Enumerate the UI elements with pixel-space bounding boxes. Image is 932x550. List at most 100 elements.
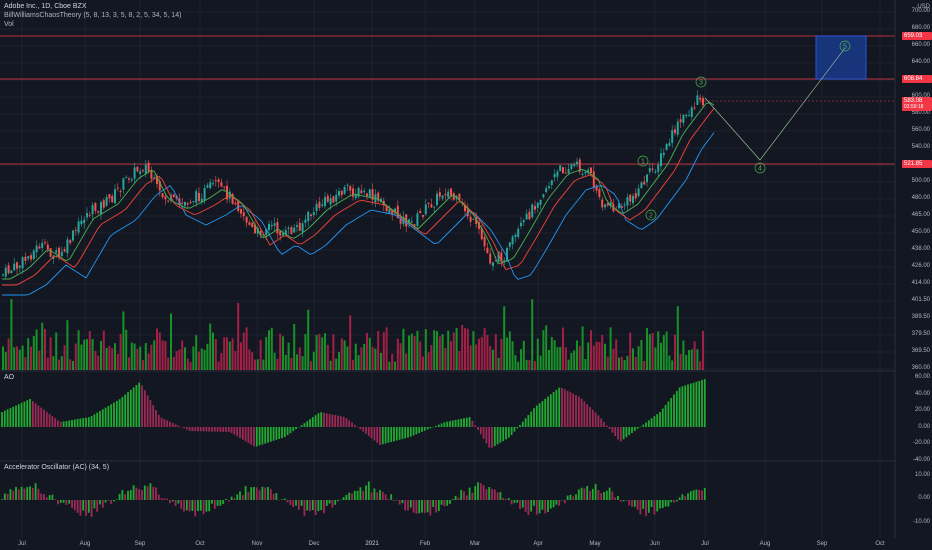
ac-bar xyxy=(258,490,261,500)
ao-bar xyxy=(460,418,463,427)
volume-bar xyxy=(279,333,282,370)
ac-bar xyxy=(65,500,68,505)
candle-body xyxy=(332,196,335,203)
ao-bar xyxy=(177,425,180,427)
volume-bar xyxy=(226,337,228,370)
ao-bar xyxy=(499,427,502,443)
ac-bar xyxy=(468,487,471,500)
volume-bar xyxy=(618,357,620,370)
candle-body xyxy=(346,184,349,186)
volume-bar xyxy=(539,355,542,370)
ao-bar xyxy=(101,409,104,427)
candle-body xyxy=(102,200,105,208)
ao-bar xyxy=(68,420,71,427)
ac-bar xyxy=(135,487,138,500)
volume-legend[interactable]: Vol xyxy=(4,21,14,28)
ao-bar xyxy=(85,417,87,427)
volume-bar xyxy=(214,339,217,370)
ao-bar xyxy=(393,427,395,442)
volume-bar xyxy=(164,341,167,370)
ac-bar xyxy=(678,497,681,500)
ao-bar xyxy=(236,427,239,437)
ao-bar xyxy=(505,427,507,440)
volume-bar xyxy=(634,356,637,370)
volume-bar xyxy=(556,347,559,370)
ao-bar xyxy=(3,410,6,427)
indicator-legend[interactable]: BillWilliamsChaosTheory (5, 8, 13, 3, 5,… xyxy=(4,12,182,19)
ac-bar xyxy=(446,500,449,506)
candle-body xyxy=(413,224,416,226)
candle-body xyxy=(251,222,254,228)
ac-bar xyxy=(443,500,446,507)
ao-bar xyxy=(157,414,160,427)
ac-bar xyxy=(575,494,577,500)
wave-label: 4 xyxy=(758,166,762,173)
ao-bar xyxy=(258,427,261,446)
volume-bar xyxy=(270,327,273,370)
candle-body xyxy=(601,199,604,208)
candle-body xyxy=(144,164,147,174)
volume-bar xyxy=(58,359,60,370)
ao-bar xyxy=(303,423,306,427)
volume-bar xyxy=(380,352,382,370)
candle-body xyxy=(7,265,10,274)
time-tick: Feb xyxy=(419,541,431,547)
ao-bar xyxy=(339,416,342,427)
volume-bar xyxy=(287,342,290,370)
volume-bar xyxy=(654,347,657,370)
ac-bar xyxy=(26,487,29,500)
ao-bar xyxy=(325,413,328,427)
volume-bar xyxy=(175,351,178,370)
ao-bar xyxy=(454,419,457,427)
candle-body xyxy=(175,195,178,199)
symbol-title[interactable]: Adobe Inc., 1D, Cboe BZX xyxy=(4,3,87,10)
volume-bar xyxy=(242,332,245,370)
volume-bar xyxy=(452,332,455,370)
volume-bar xyxy=(682,340,685,370)
ao-label[interactable]: AO xyxy=(4,374,15,381)
ao-bar xyxy=(37,405,40,427)
ac-bar xyxy=(429,500,432,516)
candle-body xyxy=(223,186,226,188)
ac-bar xyxy=(76,500,79,513)
ao-bar xyxy=(681,386,684,427)
candle-body xyxy=(234,202,237,205)
volume-bar xyxy=(508,331,511,370)
ao-bar xyxy=(600,418,603,427)
volume-bar xyxy=(450,341,452,370)
volume-bar xyxy=(620,356,623,370)
volume-bar xyxy=(335,358,338,370)
candle-body xyxy=(206,185,209,188)
volume-bar xyxy=(629,332,632,370)
ac-bar xyxy=(278,499,281,501)
candle-body xyxy=(696,95,699,105)
ac-bar xyxy=(675,500,678,502)
volume-bar xyxy=(153,340,156,370)
candle-body xyxy=(80,220,83,225)
candle-body xyxy=(189,201,192,203)
ac-bar xyxy=(225,498,227,500)
ao-bar xyxy=(477,427,479,430)
ac-bar xyxy=(482,485,485,500)
ac-label[interactable]: Accelerator Oscillator (AC) (34, 5) xyxy=(4,464,110,471)
candle-body xyxy=(340,191,343,196)
volume-bar xyxy=(419,341,422,370)
candle-body xyxy=(618,203,620,209)
ac-bar xyxy=(454,495,457,500)
ao-tick: -20.00 xyxy=(912,440,930,446)
candle-body xyxy=(262,234,265,236)
ac-bar xyxy=(101,500,104,508)
candle-body xyxy=(108,194,111,199)
candle-body xyxy=(441,195,444,199)
ao-bar xyxy=(513,427,516,432)
candle-body xyxy=(640,182,643,189)
ao-bar xyxy=(636,427,639,429)
volume-bar xyxy=(520,349,522,370)
ao-bar xyxy=(188,427,191,431)
ac-bar xyxy=(580,487,583,500)
candle-body xyxy=(77,221,80,233)
ac-bar xyxy=(292,500,295,508)
volume-bar xyxy=(251,352,254,370)
ac-bar xyxy=(286,500,289,503)
